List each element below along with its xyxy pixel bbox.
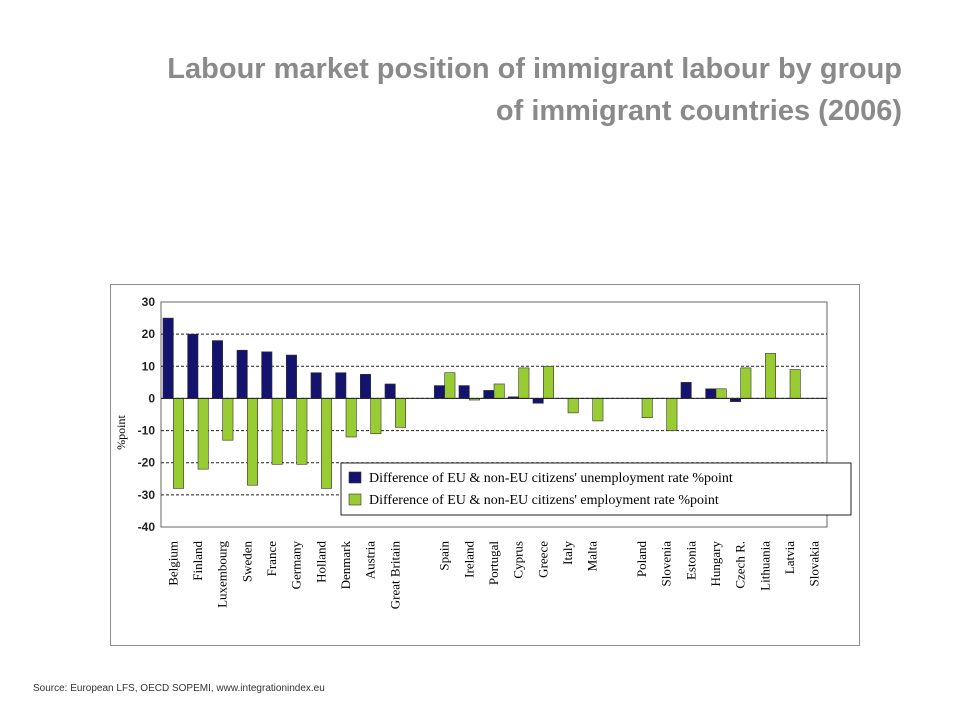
category-label: France xyxy=(264,541,279,577)
category-label: Portugal xyxy=(486,541,501,585)
category-label: Czech R. xyxy=(733,541,748,589)
legend-box xyxy=(340,462,852,516)
plot-area xyxy=(160,301,828,528)
bar-employment-11 xyxy=(444,372,456,399)
bar-unemployment-12 xyxy=(458,385,470,399)
category-label: Belgium xyxy=(165,541,180,586)
bar-employment-24 xyxy=(765,353,776,399)
bar-unemployment-6 xyxy=(310,372,322,399)
y-tick-label: -20 xyxy=(138,456,156,470)
category-label: Slovakia xyxy=(807,541,822,587)
category-label: Germany xyxy=(289,541,304,590)
bar-employment-3 xyxy=(247,398,258,486)
category-label: Ireland xyxy=(461,541,476,578)
y-axis-label: %point xyxy=(114,415,128,450)
category-label: Hungary xyxy=(708,541,723,587)
bar-unemployment-8 xyxy=(360,374,371,399)
source-note: Source: European LFS, OECD SOPEMI, www.i… xyxy=(33,683,325,694)
category-label: Finland xyxy=(190,541,205,581)
bar-unemployment-13 xyxy=(483,390,495,399)
chart-frame: 30 20 10 0 -10 -20 -30 -40 %point Belgium Finland L… xyxy=(110,284,860,646)
category-label: Greece xyxy=(535,541,550,578)
bar-employment-8 xyxy=(370,398,382,435)
category-label: Luxembourg xyxy=(215,541,230,608)
title-line-2: of immigrant countries (2006) xyxy=(495,95,902,127)
title-line-1: Labour market position of immigrant labo… xyxy=(167,53,902,85)
bar-employment-17 xyxy=(592,398,604,422)
slide-title: Labour market position of immigrant labo… xyxy=(42,48,902,132)
bar-unemployment-9 xyxy=(384,383,396,399)
bar-employment-16 xyxy=(567,398,579,414)
bar-unemployment-1 xyxy=(187,333,199,399)
y-tick-label: -40 xyxy=(138,520,156,534)
bar-chart: 30 20 10 0 -10 -20 -30 -40 %point Belgium Finland L… xyxy=(114,295,852,610)
y-tick-label: 30 xyxy=(142,295,156,309)
category-label: Slovenia xyxy=(659,541,674,587)
y-tick-label: -10 xyxy=(138,424,156,438)
category-label: Poland xyxy=(634,541,649,578)
bar-employment-22 xyxy=(715,388,727,399)
bar-employment-4 xyxy=(271,398,283,465)
category-label: Sweden xyxy=(239,541,254,583)
bar-employment-5 xyxy=(296,398,308,465)
bar-unemployment-7 xyxy=(335,372,347,399)
bar-unemployment-15 xyxy=(532,398,544,404)
bar-employment-0 xyxy=(173,398,184,489)
category-label: Latvia xyxy=(782,541,797,574)
category-label: Italy xyxy=(560,541,575,565)
bar-employment-25 xyxy=(789,369,801,399)
y-tick-label: 10 xyxy=(142,359,156,373)
bar-employment-13 xyxy=(493,383,505,399)
category-label: Lithuania xyxy=(757,541,772,591)
bar-employment-15 xyxy=(543,365,554,399)
bar-unemployment-11 xyxy=(434,385,445,399)
bar-employment-7 xyxy=(345,398,357,438)
category-label: Austria xyxy=(363,541,378,580)
bar-employment-19 xyxy=(641,398,653,419)
bar-employment-14 xyxy=(518,367,530,399)
bar-employment-6 xyxy=(321,398,332,489)
bar-unemployment-3 xyxy=(236,349,248,399)
bar-employment-20 xyxy=(666,398,678,431)
legend-swatch-1 xyxy=(348,493,362,506)
bar-unemployment-5 xyxy=(286,354,297,399)
bar-employment-1 xyxy=(197,398,209,470)
bar-unemployment-21 xyxy=(680,382,692,399)
category-label: Great Britain xyxy=(387,541,402,610)
bar-unemployment-4 xyxy=(261,351,273,399)
bar-unemployment-0 xyxy=(162,317,174,399)
legend-label-0: Difference of EU & non-EU citizens' unem… xyxy=(369,471,733,486)
category-label: Malta xyxy=(585,541,600,572)
y-tick-label: 20 xyxy=(142,327,156,341)
legend-swatch-0 xyxy=(348,471,362,484)
bar-employment-9 xyxy=(395,398,406,428)
bar-unemployment-22 xyxy=(705,388,717,399)
bar-unemployment-2 xyxy=(212,340,223,399)
y-tick-label: 0 xyxy=(148,391,155,405)
category-label: Cyprus xyxy=(511,541,526,579)
y-tick-label: -30 xyxy=(138,488,156,502)
category-label: Estonia xyxy=(683,541,698,580)
category-label: Spain xyxy=(437,541,452,571)
bar-employment-23 xyxy=(740,367,752,399)
bar-employment-2 xyxy=(222,398,234,441)
category-label: Denmark xyxy=(338,541,353,590)
category-label: Holland xyxy=(313,541,328,583)
legend-label-1: Difference of EU & non-EU citizens' empl… xyxy=(369,493,719,508)
